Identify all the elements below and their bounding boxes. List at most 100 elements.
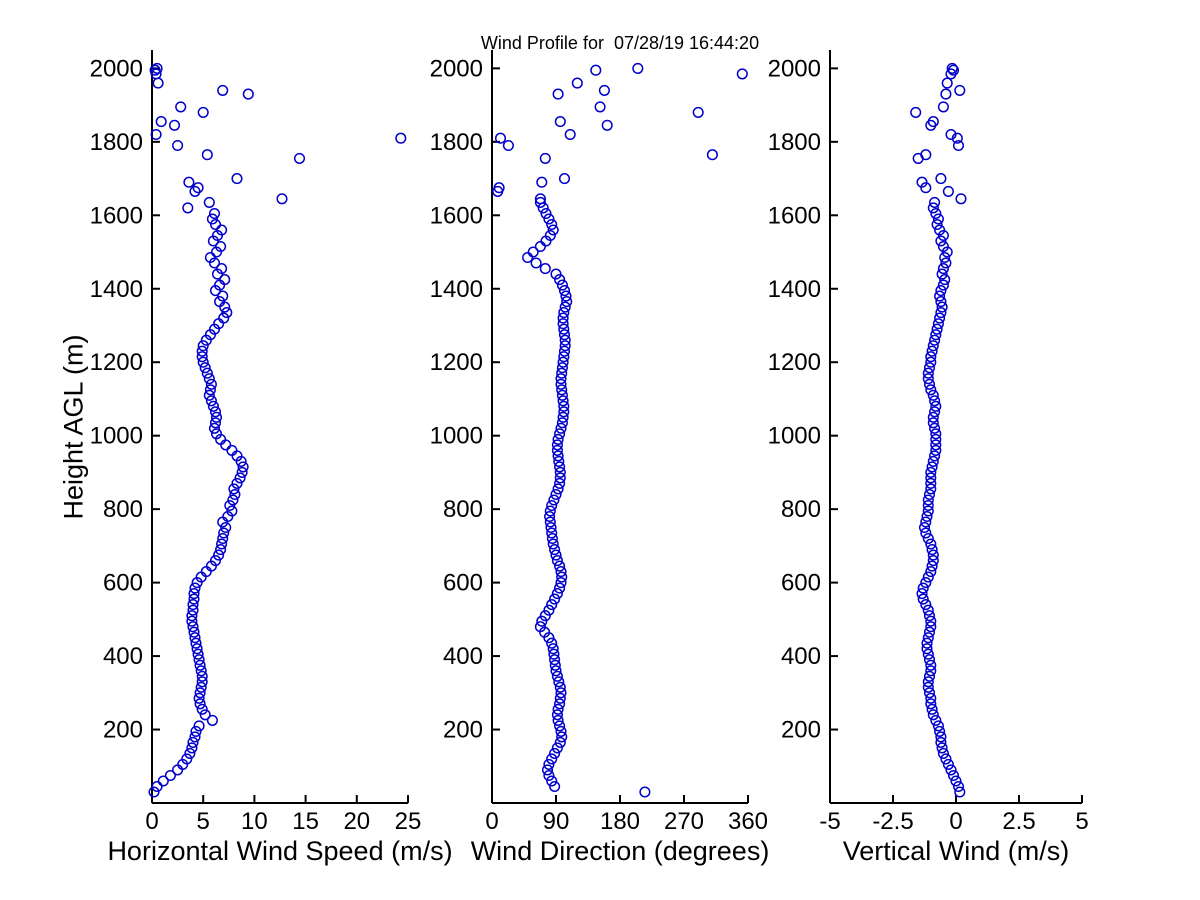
data-point-marker <box>937 263 949 275</box>
data-point-marker <box>189 731 201 743</box>
y-tick-label: 1400 <box>768 276 821 303</box>
data-point-marker <box>554 560 566 572</box>
data-point-marker <box>548 648 560 660</box>
data-point-marker <box>530 257 542 269</box>
data-point-marker <box>916 588 928 600</box>
data-point-marker <box>196 676 208 688</box>
data-point-marker <box>923 362 936 374</box>
data-point-marker <box>925 483 937 495</box>
data-point-marker <box>151 780 163 793</box>
data-point-marker <box>920 149 932 161</box>
data-point-marker <box>172 139 184 152</box>
data-point-marker <box>557 356 569 368</box>
data-point-marker <box>184 747 196 759</box>
data-point-marker <box>954 786 966 798</box>
data-point-marker <box>916 176 928 188</box>
data-point-marker <box>196 345 208 357</box>
data-point-marker <box>543 758 555 770</box>
data-point-marker <box>926 703 938 715</box>
x-axis-label-vertical-wind: Vertical Wind (m/s) <box>842 836 1070 866</box>
data-point-marker <box>226 444 238 456</box>
data-point-marker <box>939 274 951 286</box>
data-point-marker <box>923 670 936 682</box>
data-point-marker <box>925 692 937 704</box>
data-point-marker <box>549 654 561 666</box>
y-tick-label: 1200 <box>90 349 143 376</box>
data-point-marker <box>546 753 558 765</box>
data-point-marker <box>922 505 934 517</box>
data-point-marker <box>536 615 548 627</box>
data-point-marker <box>930 428 942 440</box>
data-point-marker <box>210 428 223 440</box>
data-point-marker <box>936 268 948 280</box>
data-point-marker <box>208 207 221 220</box>
data-point-marker <box>214 296 226 308</box>
data-point-marker <box>556 571 568 583</box>
data-point-marker <box>199 362 211 374</box>
data-point-marker <box>216 263 228 275</box>
data-point-marker <box>187 604 199 616</box>
data-point-marker <box>550 549 562 561</box>
data-point-marker <box>559 334 571 346</box>
data-point-marker <box>195 681 207 693</box>
x-tick-label: -5 <box>819 808 840 835</box>
y-tick-label: 2000 <box>430 55 483 82</box>
data-point-marker <box>921 643 933 655</box>
data-point-marker <box>558 285 571 297</box>
data-point-marker <box>196 703 208 715</box>
data-point-marker <box>923 626 936 638</box>
data-point-marker <box>927 549 939 561</box>
data-point-marker <box>558 400 570 412</box>
data-point-marker <box>936 742 948 754</box>
data-point-marker <box>218 312 230 324</box>
x-tick-label: 5 <box>1075 808 1088 835</box>
data-point-marker <box>571 77 583 89</box>
data-point-marker <box>189 632 201 644</box>
data-point-marker <box>558 406 570 418</box>
data-point-marker <box>927 116 939 128</box>
data-point-marker <box>920 182 932 194</box>
data-point-marker <box>206 213 218 225</box>
data-point-marker <box>557 411 569 423</box>
data-point-marker <box>555 687 567 699</box>
data-point-marker <box>925 659 937 671</box>
y-tick-label: 400 <box>443 643 483 670</box>
data-point-marker <box>203 389 215 401</box>
y-tick-label: 1800 <box>768 129 821 156</box>
data-point-marker <box>557 312 569 324</box>
y-tick-label: 800 <box>103 496 143 523</box>
data-point-marker <box>186 610 198 622</box>
data-point-marker <box>215 544 227 556</box>
data-point-marker <box>196 670 208 682</box>
data-point-marker <box>929 422 941 434</box>
panel-wind-direction: 0 90 180 270 360 200 400 600 800 1000 1200 1400 1600… <box>430 50 768 835</box>
data-point-marker <box>554 116 566 128</box>
data-point-marker <box>554 582 566 594</box>
data-point-marker <box>940 88 952 100</box>
data-point-marker <box>951 132 963 144</box>
data-point-marker <box>194 687 206 699</box>
y-tick-label: 1200 <box>768 349 821 376</box>
x-tick-label: 25 <box>395 808 422 835</box>
data-point-marker <box>921 510 933 523</box>
data-point-marker <box>927 202 939 214</box>
y-tick-label: 1800 <box>430 129 483 156</box>
data-point-marker <box>183 176 195 188</box>
data-point-marker <box>203 373 215 385</box>
data-point-marker <box>155 116 167 128</box>
y-tick-label: 400 <box>103 643 143 670</box>
data-point-marker <box>936 301 948 313</box>
data-point-marker <box>547 538 559 550</box>
data-point-marker <box>934 290 946 302</box>
data-point-marker <box>551 709 563 721</box>
data-point-marker <box>922 681 934 693</box>
data-point-marker <box>227 494 239 506</box>
y-tick-label: 600 <box>781 570 821 597</box>
data-point-marker <box>546 218 558 231</box>
data-point-marker <box>947 64 960 76</box>
data-point-marker <box>527 246 539 258</box>
data-point-marker <box>922 373 934 385</box>
data-point-marker <box>935 296 947 308</box>
data-point-marker <box>216 224 228 236</box>
x-tick-label: 15 <box>292 808 319 835</box>
